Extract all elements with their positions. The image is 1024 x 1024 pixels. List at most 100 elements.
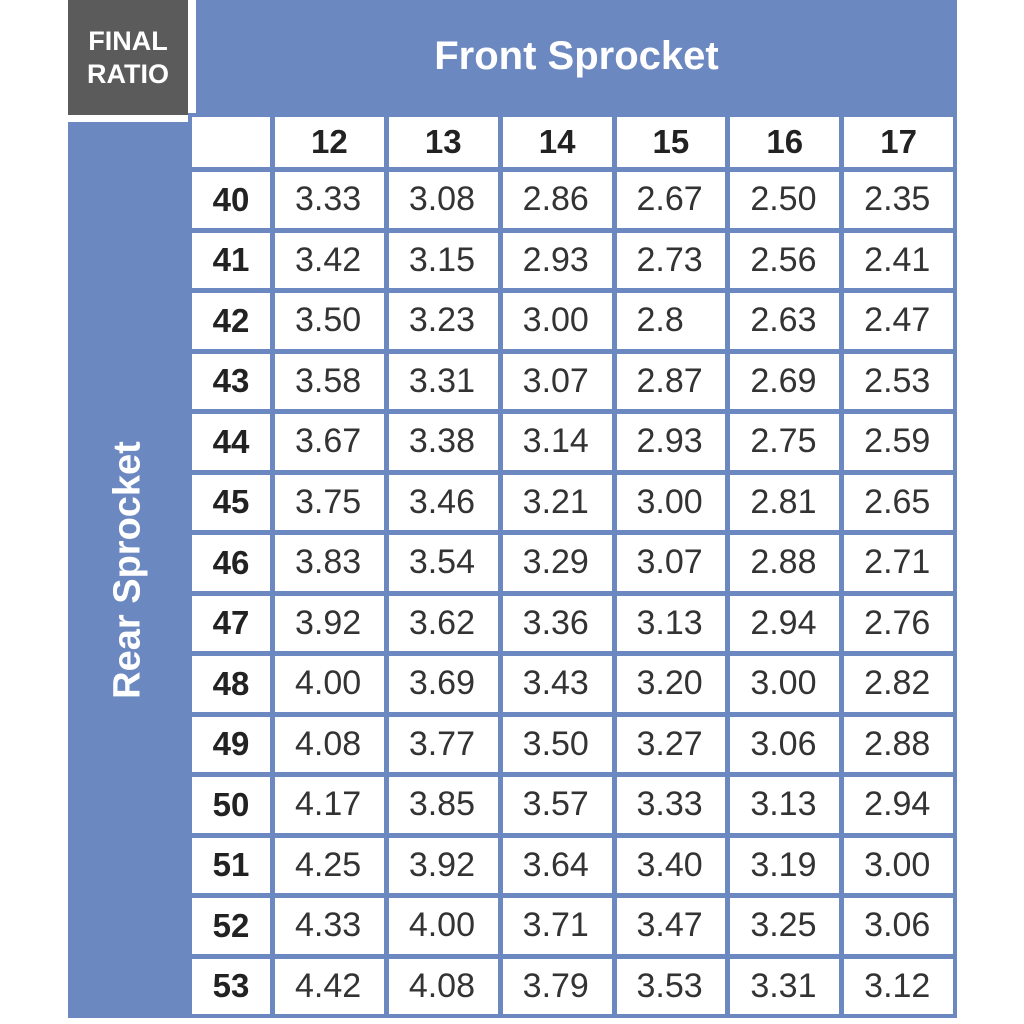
table-cell: 3.14 (502, 414, 612, 470)
table-cell: 3.23 (388, 293, 498, 349)
table-cell: 3.79 (502, 958, 612, 1014)
table-cell: 2.69 (730, 353, 840, 409)
row-header-53: 53 (192, 958, 270, 1014)
row-header-42: 42 (192, 293, 270, 349)
column-header-16: 16 (730, 117, 840, 167)
table-cell: 3.06 (844, 898, 953, 954)
table-cell: 2.50 (730, 172, 840, 228)
table-cell: 4.08 (388, 958, 498, 1014)
row-header-46: 46 (192, 535, 270, 591)
table-cell: 2.67 (616, 172, 726, 228)
table-cell: 2.94 (844, 777, 953, 833)
row-header-40: 40 (192, 172, 270, 228)
table-cell: 3.40 (616, 837, 726, 893)
table-cell: 3.54 (388, 535, 498, 591)
row-header-49: 49 (192, 716, 270, 772)
table-cell: 3.36 (502, 595, 612, 651)
table-cell: 3.50 (275, 293, 384, 349)
table-cell: 2.76 (844, 595, 953, 651)
column-header-12: 12 (275, 117, 384, 167)
table-cell: 2.47 (844, 293, 953, 349)
table-cell: 2.87 (616, 353, 726, 409)
table-cell: 2.53 (844, 353, 953, 409)
column-header-15: 15 (616, 117, 726, 167)
final-ratio-label: FINAL RATIO (68, 0, 188, 115)
row-header-41: 41 (192, 232, 270, 288)
table-cell: 3.27 (616, 716, 726, 772)
table-cell: 3.64 (502, 837, 612, 893)
row-header-52: 52 (192, 898, 270, 954)
table-cell: 3.13 (730, 777, 840, 833)
table-cell: 3.21 (502, 474, 612, 530)
table-cell: 3.15 (388, 232, 498, 288)
table-cell: 3.77 (388, 716, 498, 772)
rear-sprocket-header-band: Rear Sprocket (68, 122, 188, 1018)
table-cell: 3.53 (616, 958, 726, 1014)
table-cell: 3.33 (275, 172, 384, 228)
table-cell: 3.00 (844, 837, 953, 893)
table-cell: 4.42 (275, 958, 384, 1014)
table-cell: 3.75 (275, 474, 384, 530)
corner-line-2: RATIO (87, 58, 169, 89)
table-cell: 2.88 (844, 716, 953, 772)
table-cell: 2.81 (730, 474, 840, 530)
row-header-45: 45 (192, 474, 270, 530)
table-cell: 2.82 (844, 656, 953, 712)
table-cell: 3.08 (388, 172, 498, 228)
table-cell: 3.00 (502, 293, 612, 349)
table-cell: 2.63 (730, 293, 840, 349)
table-cell: 4.08 (275, 716, 384, 772)
ratio-table: 12 13 14 15 16 17 40 3.33 3.08 2.86 2.67 2.50 2.35 41… (188, 113, 957, 1018)
table-cell: 4.17 (275, 777, 384, 833)
table-cell: 3.67 (275, 414, 384, 470)
table-cell: 3.29 (502, 535, 612, 591)
table-cell: 3.33 (616, 777, 726, 833)
table-cell: 3.85 (388, 777, 498, 833)
table-cell: 3.58 (275, 353, 384, 409)
table-cell: 3.57 (502, 777, 612, 833)
table-cell: 2.35 (844, 172, 953, 228)
table-cell: 3.07 (502, 353, 612, 409)
table-corner-cell (192, 117, 270, 167)
table-cell: 3.92 (388, 837, 498, 893)
table-cell: 2.71 (844, 535, 953, 591)
table-cell: 3.07 (616, 535, 726, 591)
table-cell: 4.33 (275, 898, 384, 954)
table-cell: 3.31 (730, 958, 840, 1014)
table-cell: 3.50 (502, 716, 612, 772)
column-header-17: 17 (844, 117, 953, 167)
table-cell: 3.83 (275, 535, 384, 591)
table-cell: 3.00 (616, 474, 726, 530)
table-cell: 2.86 (502, 172, 612, 228)
table-cell: 3.62 (388, 595, 498, 651)
table-cell: 2.75 (730, 414, 840, 470)
row-header-51: 51 (192, 837, 270, 893)
table-cell: 4.00 (388, 898, 498, 954)
table-cell: 3.38 (388, 414, 498, 470)
table-cell: 3.00 (730, 656, 840, 712)
table-cell: 3.69 (388, 656, 498, 712)
table-cell: 4.00 (275, 656, 384, 712)
table-cell: 3.19 (730, 837, 840, 893)
table-cell: 2.56 (730, 232, 840, 288)
row-header-50: 50 (192, 777, 270, 833)
row-header-44: 44 (192, 414, 270, 470)
rear-sprocket-label: Rear Sprocket (106, 441, 149, 699)
table-cell: 2.8 (616, 293, 726, 349)
table-cell: 4.25 (275, 837, 384, 893)
table-cell: 3.13 (616, 595, 726, 651)
row-header-48: 48 (192, 656, 270, 712)
table-cell: 3.47 (616, 898, 726, 954)
table-cell: 3.92 (275, 595, 384, 651)
table-cell: 3.12 (844, 958, 953, 1014)
table-cell: 2.73 (616, 232, 726, 288)
table-cell: 3.06 (730, 716, 840, 772)
table-cell: 3.25 (730, 898, 840, 954)
table-cell: 3.42 (275, 232, 384, 288)
table-cell: 2.93 (616, 414, 726, 470)
table-cell: 2.65 (844, 474, 953, 530)
table-cell: 3.46 (388, 474, 498, 530)
table-cell: 2.93 (502, 232, 612, 288)
table-cell: 2.59 (844, 414, 953, 470)
table-cell: 3.71 (502, 898, 612, 954)
